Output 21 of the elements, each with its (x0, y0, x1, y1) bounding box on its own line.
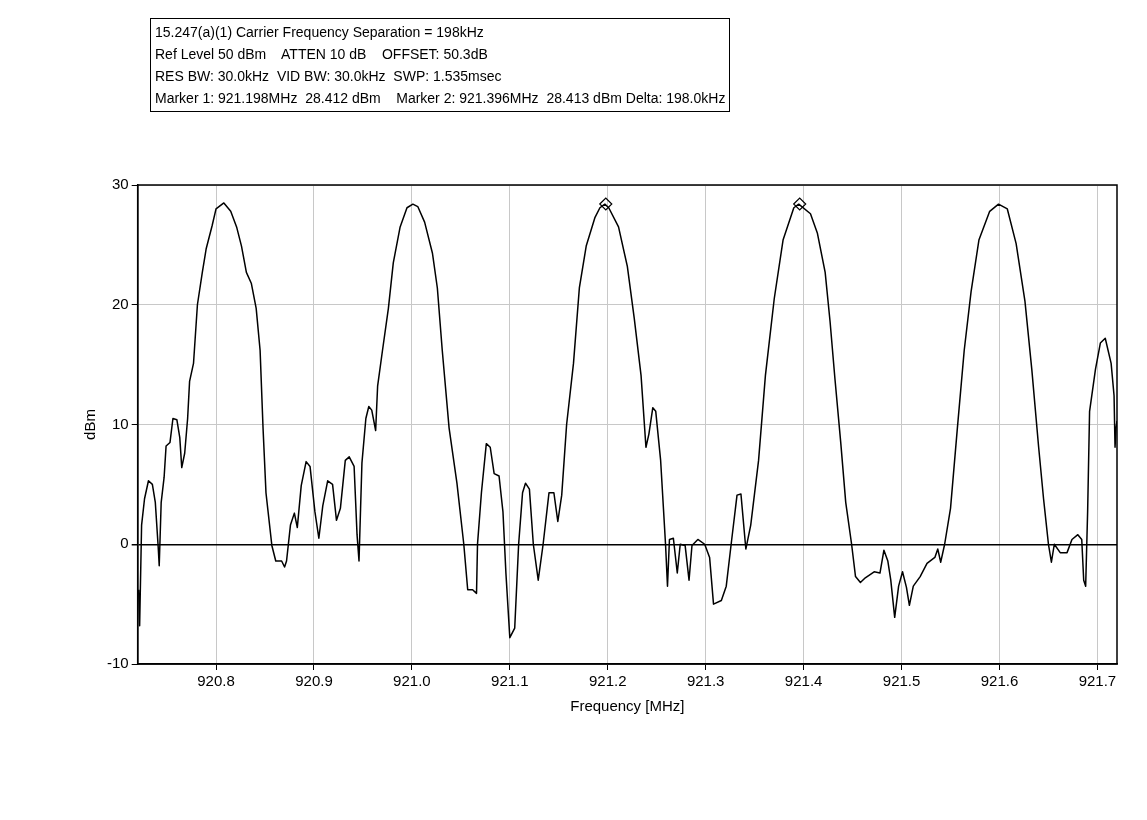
y-tick-label: 10 (111, 414, 129, 432)
x-tick-label: 920.9 (295, 672, 333, 690)
x-tick-label: 921.5 (882, 672, 921, 690)
x-tick-label: 921.1 (491, 672, 529, 690)
y-tick-label: 20 (111, 294, 129, 312)
x-tick-label: 921.0 (393, 672, 431, 690)
y-tick-label: -10 (106, 654, 129, 672)
text: Marker 1: 921.198MHz 28.412 dBm Marker 2: 921.396MHz 28.413 dBm Delta: 198.0kHz (155, 89, 726, 108)
text: Ref Level 50 dBm ATTEN 10 dB OFFSET: 50.3dB (155, 45, 489, 64)
text: 15.247(a)(1) Carrier Frequency Separation = 198kHz (155, 23, 485, 42)
x-tick-label: 921.6 (980, 672, 1019, 690)
x-tick-label: 921.7 (1078, 672, 1117, 690)
x-tick-label: 921.3 (686, 672, 725, 690)
text: RES BW: 30.0kHz VID BW: 30.0kHz SWP: 1.535msec (155, 67, 503, 86)
y-tick-label: 0 (120, 534, 129, 552)
x-tick-label: 921.2 (588, 672, 627, 690)
x-tick-label: 920.8 (197, 672, 235, 690)
x-tick-label: 921.4 (784, 672, 823, 690)
y-axis-title: dBm (81, 409, 99, 440)
y-tick-label: 30 (111, 175, 129, 193)
x-axis-title: Frequency [MHz] (570, 697, 685, 715)
